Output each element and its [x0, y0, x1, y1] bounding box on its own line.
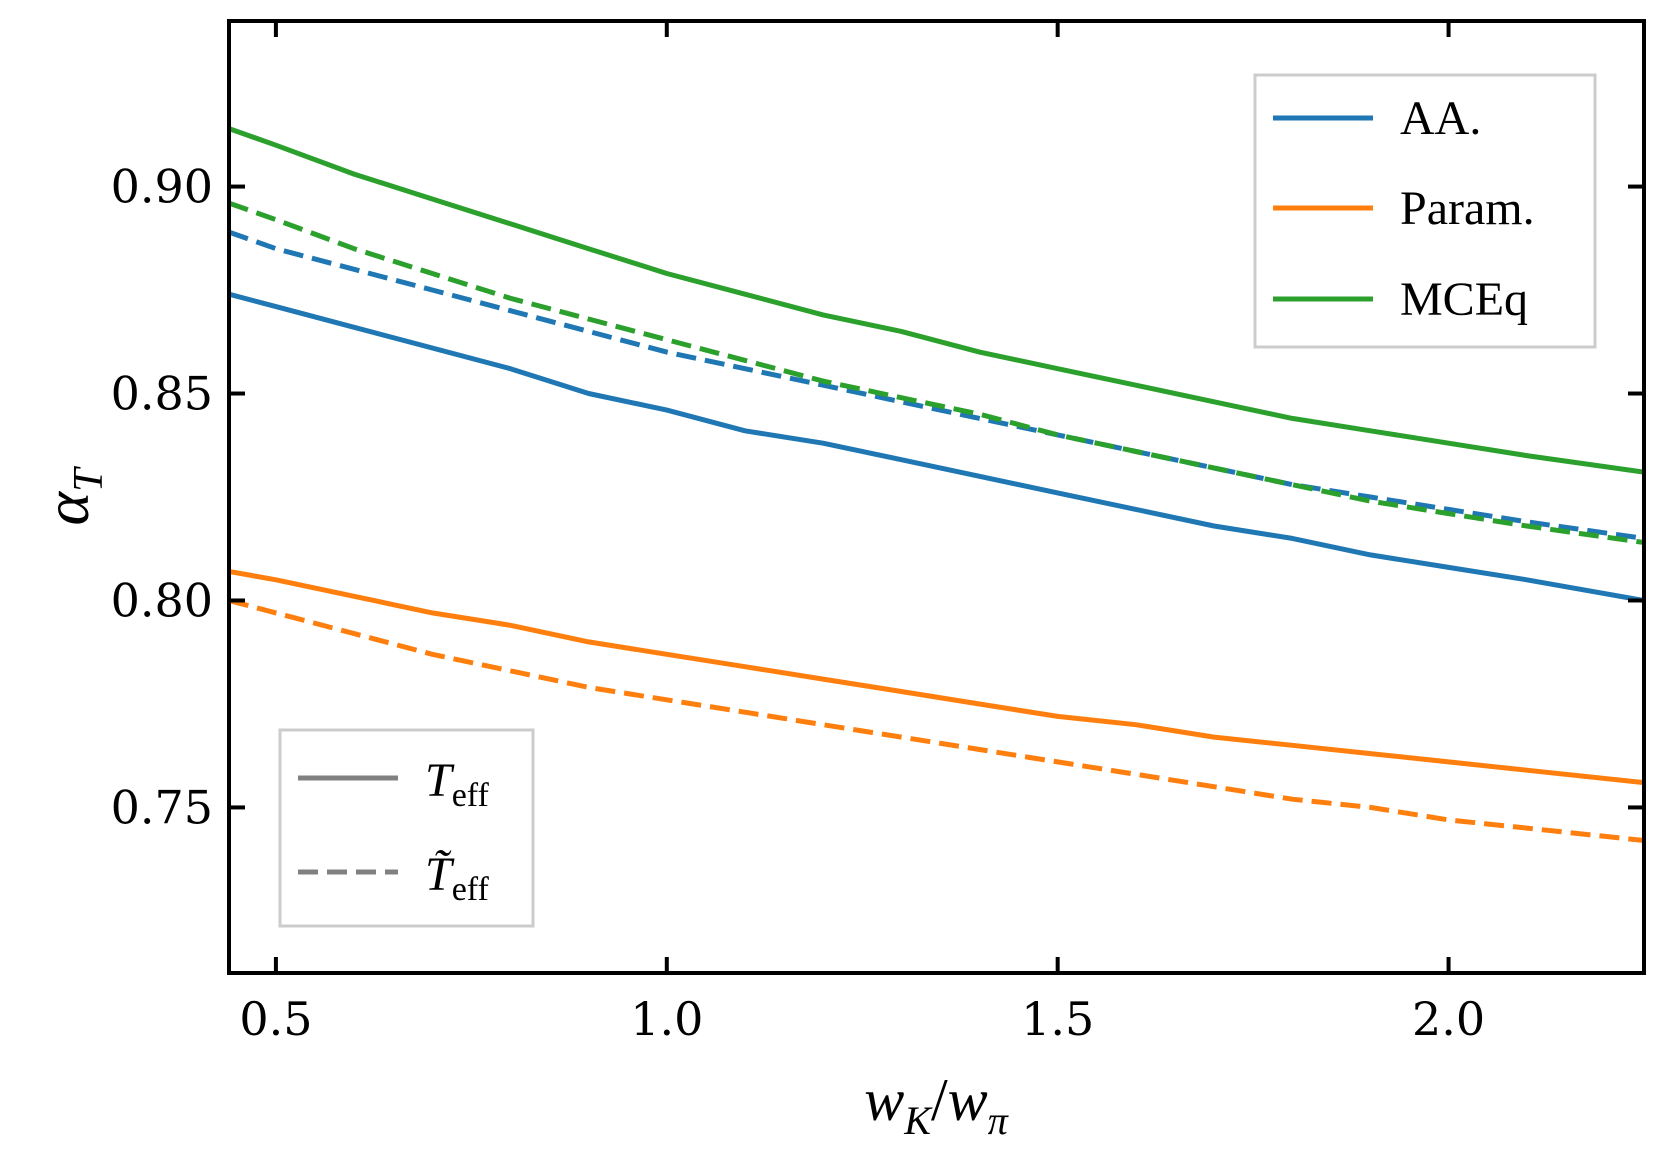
series-line-mceq-dashed	[229, 200, 1644, 545]
legend-label-teff-tilde-main: T̃	[425, 848, 455, 901]
y-axis-title: αT	[31, 466, 112, 526]
series-line-aa-dashed	[229, 229, 1644, 541]
legend-label-mceq: MCEq	[1400, 273, 1528, 326]
x-axis-title: wK/wπ	[864, 1067, 1008, 1143]
x-axis-title-sub2: π	[988, 1098, 1009, 1143]
legend-styles-frame	[278, 728, 535, 928]
legend-label-teff-tilde: T̃eff	[425, 848, 490, 908]
x-tick-label: 2.0	[1412, 992, 1485, 1046]
y-axis-title-alpha: α	[31, 490, 102, 525]
x-tick-label: 1.0	[630, 992, 703, 1046]
x-axis-title-slash: /	[931, 1067, 948, 1133]
y-tick-label: 0.75	[111, 780, 213, 834]
y-tick-label: 0.90	[111, 160, 213, 214]
legend-label-teff-tilde-sub: eff	[452, 871, 490, 908]
legend-label-param: Param.	[1400, 182, 1535, 235]
series-layer	[229, 126, 1644, 843]
plot-frame	[227, 19, 1646, 975]
x-axis-title-w1: w	[864, 1067, 904, 1133]
legend-label-teff-sub: eff	[452, 777, 490, 814]
legend-label-aa: AA.	[1400, 92, 1481, 145]
legend-styles: Teff T̃eff	[278, 728, 535, 928]
legend-label-teff: Teff	[425, 754, 490, 814]
series-line-mceq-solid	[229, 126, 1644, 475]
x-axis-title-sub1: K	[903, 1098, 933, 1143]
legend-models: AA. Param. MCEq	[1253, 73, 1597, 349]
y-axis: 0.75 0.80 0.85 0.90	[111, 160, 1644, 834]
x-axis: 0.5 1.0 1.5 2.0	[239, 21, 1485, 1046]
series-line-param-dashed	[229, 598, 1644, 843]
series-line-param-solid	[229, 569, 1644, 786]
x-tick-label: 0.5	[239, 992, 312, 1046]
series-line-aa-solid	[229, 291, 1644, 603]
x-tick-label: 1.5	[1021, 992, 1094, 1046]
legend-label-teff-main: T	[425, 754, 455, 807]
y-tick-label: 0.85	[111, 367, 213, 421]
x-axis-title-w2: w	[948, 1067, 988, 1133]
y-axis-title-sub: T	[66, 466, 112, 492]
y-tick-label: 0.80	[111, 573, 213, 627]
